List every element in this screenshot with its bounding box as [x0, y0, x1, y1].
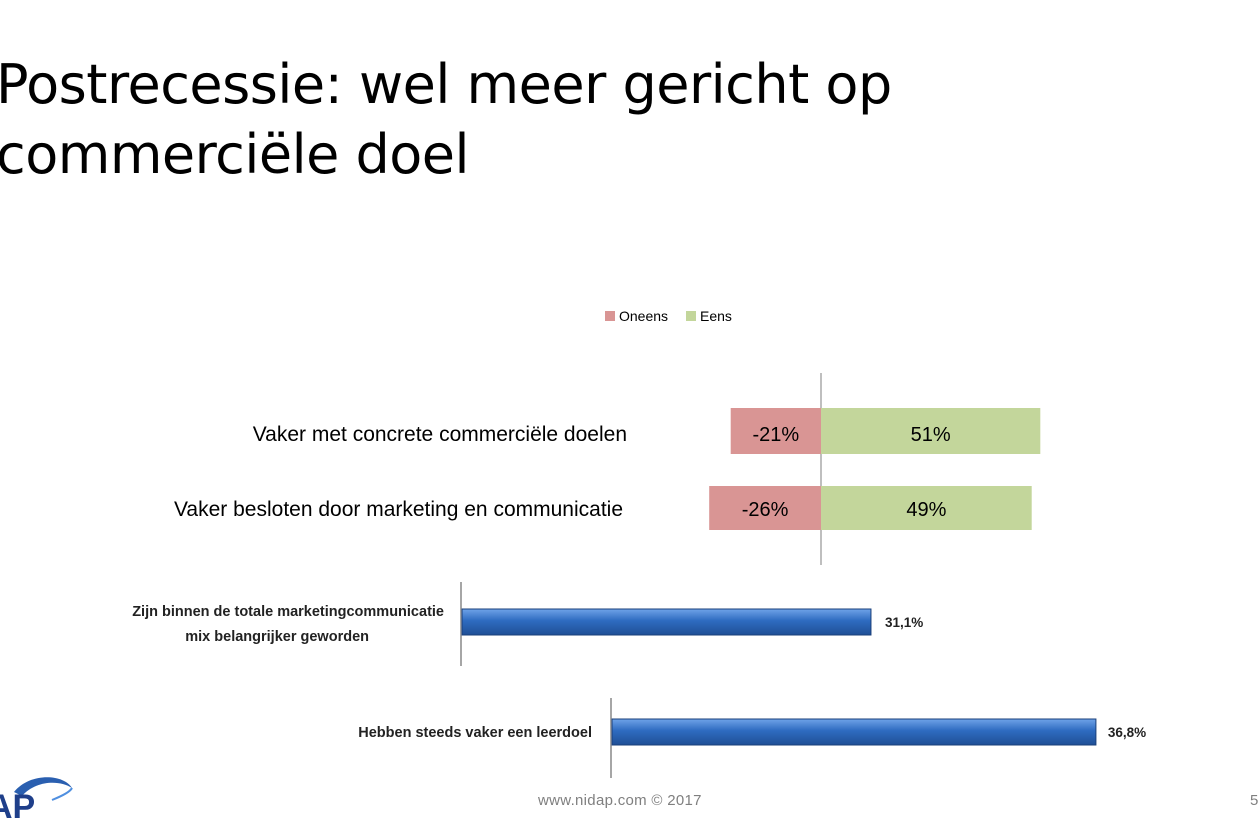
logo-text: AP [0, 788, 35, 826]
bar-chart-leerdoel: Hebben steeds vaker een leerdoel 36,8% [358, 698, 1146, 778]
data-label-marketing-mix: 31,1% [885, 615, 923, 630]
data-label-eens-2: 49% [906, 499, 946, 521]
data-label-oneens-2: -26% [742, 499, 789, 521]
legend-swatch-eens [686, 311, 696, 321]
legend-label-oneens: Oneens [619, 308, 668, 324]
nidap-logo: AP [0, 770, 80, 840]
logo-swoosh-icon: AP [0, 777, 73, 826]
category-label-1: Vaker met concrete commerciële doelen [253, 423, 627, 446]
bar-chart-marketing-mix: Zijn binnen de totale marketingcommunica… [132, 582, 923, 666]
bar-eens-1 [821, 408, 1041, 454]
bar-eens-2 [821, 486, 1032, 530]
slide-title-line-2: commerciële doel [0, 123, 470, 186]
diverging-chart: Oneens Eens Vaker met concrete commercië… [174, 308, 1041, 565]
category-label-leerdoel: Hebben steeds vaker een leerdoel [358, 725, 592, 741]
category-label-mix-line-1: Zijn binnen de totale marketingcommunica… [132, 604, 444, 620]
slide-title: Postrecessie: wel meer gericht op commer… [0, 50, 892, 190]
footer-text: www.nidap.com © 2017 [538, 792, 702, 809]
bar-marketing-mix [461, 608, 872, 636]
category-label-2: Vaker besloten door marketing en communi… [174, 498, 623, 521]
bar-oneens-2 [709, 486, 821, 530]
slide-title-line-1: Postrecessie: wel meer gericht op [0, 53, 892, 116]
page-number: 5 [1250, 792, 1259, 809]
bar-oneens-1 [730, 408, 821, 454]
bar-leerdoel [611, 718, 1097, 746]
legend-label-eens: Eens [700, 308, 732, 324]
data-label-oneens-1: -21% [752, 424, 799, 446]
data-label-leerdoel: 36,8% [1108, 725, 1146, 740]
category-label-mix-line-2: mix belangrijker geworden [185, 629, 369, 645]
data-label-eens-1: 51% [911, 424, 951, 446]
legend-swatch-oneens [605, 311, 615, 321]
